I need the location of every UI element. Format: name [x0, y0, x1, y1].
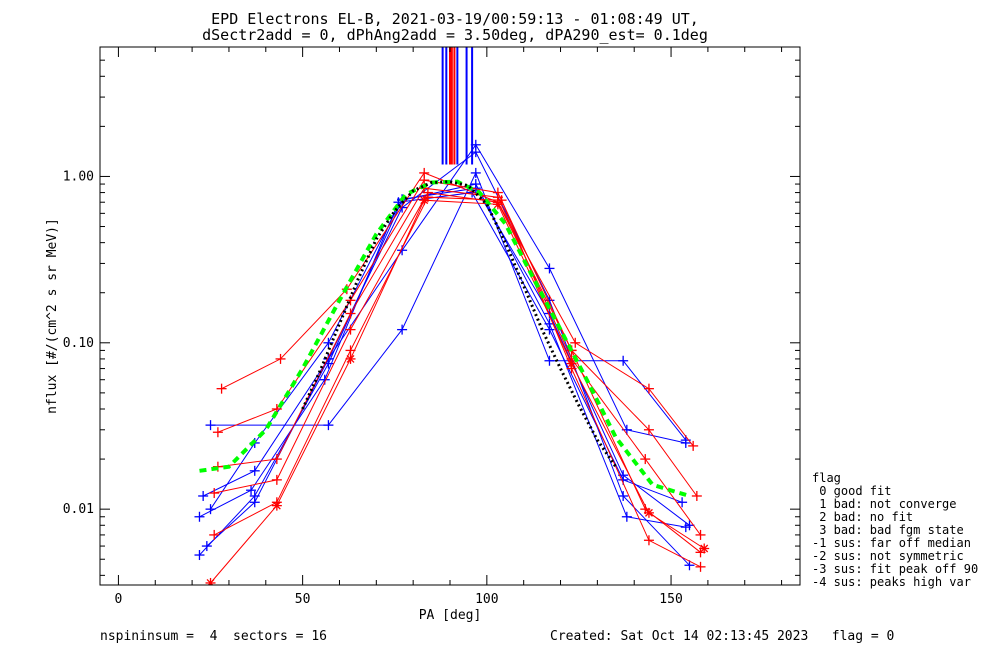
footer-right: Created: Sat Oct 14 02:13:45 2023 flag =…	[550, 629, 894, 644]
data-point-1-1	[249, 465, 260, 476]
series-line-12	[199, 179, 691, 498]
y-tick-label-0: 0.01	[63, 502, 94, 517]
data-point-2-0	[194, 511, 205, 522]
data-point-0-0	[205, 420, 216, 431]
data-point-8-6	[640, 454, 651, 465]
chart-title-line2: dSectr2add = 0, dPhAng2add = 3.50deg, dP…	[202, 26, 708, 44]
y-tick-label-1: 0.10	[63, 336, 94, 351]
data-point-10-2	[345, 345, 356, 356]
data-point-6-7	[688, 440, 699, 451]
data-point-10-0	[209, 529, 220, 540]
data-point-8-7	[695, 529, 706, 540]
data-point-8-1	[271, 454, 282, 465]
data-point-11-6	[643, 507, 654, 518]
data-point-4-6	[618, 490, 629, 501]
legend-item-6: -3 sus: fit peak off 90	[812, 562, 978, 576]
legend-item-4: -1 sus: far off median	[812, 536, 971, 550]
data-point-0-3	[470, 167, 481, 178]
data-point-3-6	[621, 511, 632, 522]
data-point-9-0	[209, 488, 220, 499]
series-3	[194, 179, 691, 561]
data-point-6-1	[275, 353, 286, 364]
data-point-0-4	[544, 355, 555, 366]
x-axis-label: PA [deg]	[419, 608, 482, 623]
data-point-3-0	[194, 550, 205, 561]
legend-item-1: 1 bad: not converge	[812, 497, 957, 511]
data-point-1-0	[198, 490, 209, 501]
data-point-9-1	[271, 474, 282, 485]
data-point-10-7	[695, 561, 706, 572]
series-13	[301, 180, 618, 468]
data-point-0-2	[397, 324, 408, 335]
data-point-11-4	[492, 199, 503, 210]
series-line-0	[210, 171, 687, 441]
data-point-11-5	[566, 358, 577, 369]
x-tick-label-3: 150	[659, 592, 682, 607]
data-point-11-2	[345, 353, 356, 364]
series-line-7	[217, 179, 698, 497]
series-line-3	[199, 183, 686, 556]
data-point-7-6	[643, 424, 654, 435]
series-line-6	[221, 172, 694, 447]
data-point-1-7	[680, 437, 691, 448]
data-point-4-0	[201, 541, 212, 552]
chart-title-line1: EPD Electrons EL-B, 2021-03-19/00:59:13 …	[211, 10, 699, 28]
y-axis-label: nflux [#/(cm^2 s sr MeV)]	[45, 218, 60, 414]
legend-item-2: 2 bad: no fit	[812, 510, 913, 524]
series-line-4	[206, 151, 690, 566]
data-point-1-5	[544, 263, 555, 274]
data-point-0-1	[323, 420, 334, 431]
legend-title: flag	[812, 471, 841, 485]
series-line-13	[301, 180, 618, 468]
data-point-11-1	[271, 500, 282, 511]
series-10	[209, 192, 706, 572]
x-tick-label-2: 100	[475, 592, 498, 607]
data-point-5-2	[323, 337, 334, 348]
series-1	[198, 139, 691, 501]
data-point-0-5	[618, 355, 629, 366]
data-point-4-1	[249, 497, 260, 508]
x-tick-label-0: 0	[115, 592, 123, 607]
data-point-6-0	[216, 383, 227, 394]
series-11	[205, 195, 710, 585]
data-point-6-5	[570, 337, 581, 348]
series-line-11	[210, 199, 705, 584]
data-point-8-2	[345, 308, 356, 319]
data-point-11-3	[419, 195, 430, 206]
data-point-2-1	[246, 485, 257, 496]
data-point-9-2	[345, 324, 356, 335]
series-12	[199, 179, 691, 498]
legend-item-7: -4 sus: peaks high var	[812, 575, 971, 589]
series-0	[205, 167, 691, 446]
data-point-5-7	[684, 520, 695, 531]
legend-item-5: -2 sus: not symmetric	[812, 549, 964, 563]
y-tick-label-2: 1.00	[63, 169, 94, 184]
data-point-4-4	[470, 147, 481, 158]
legend-item-0: 0 good fit	[812, 484, 891, 498]
data-point-4-3	[397, 202, 408, 213]
series-line-8	[217, 187, 701, 536]
data-point-6-6	[643, 383, 654, 394]
data-point-10-6	[643, 535, 654, 546]
series-line-10	[213, 196, 701, 568]
data-point-11-7	[699, 543, 710, 554]
series-6	[216, 167, 699, 451]
data-point-7-0	[212, 427, 223, 438]
data-point-4-2	[323, 353, 334, 364]
series-line-9	[214, 192, 701, 553]
data-point-7-7	[691, 490, 702, 501]
data-point-5-0	[205, 504, 216, 515]
data-point-11-0	[205, 577, 216, 585]
series-4	[201, 147, 695, 571]
data-point-2-7	[677, 497, 688, 508]
x-tick-label-1: 50	[295, 592, 311, 607]
flag-legend: flag 0 good fit 1 bad: not converge 2 ba…	[812, 471, 978, 589]
footer-left: nspininsum = 4 sectors = 16	[100, 629, 327, 644]
data-point-4-7	[684, 560, 695, 571]
legend-item-3: 3 bad: bad fgm state	[812, 523, 964, 537]
